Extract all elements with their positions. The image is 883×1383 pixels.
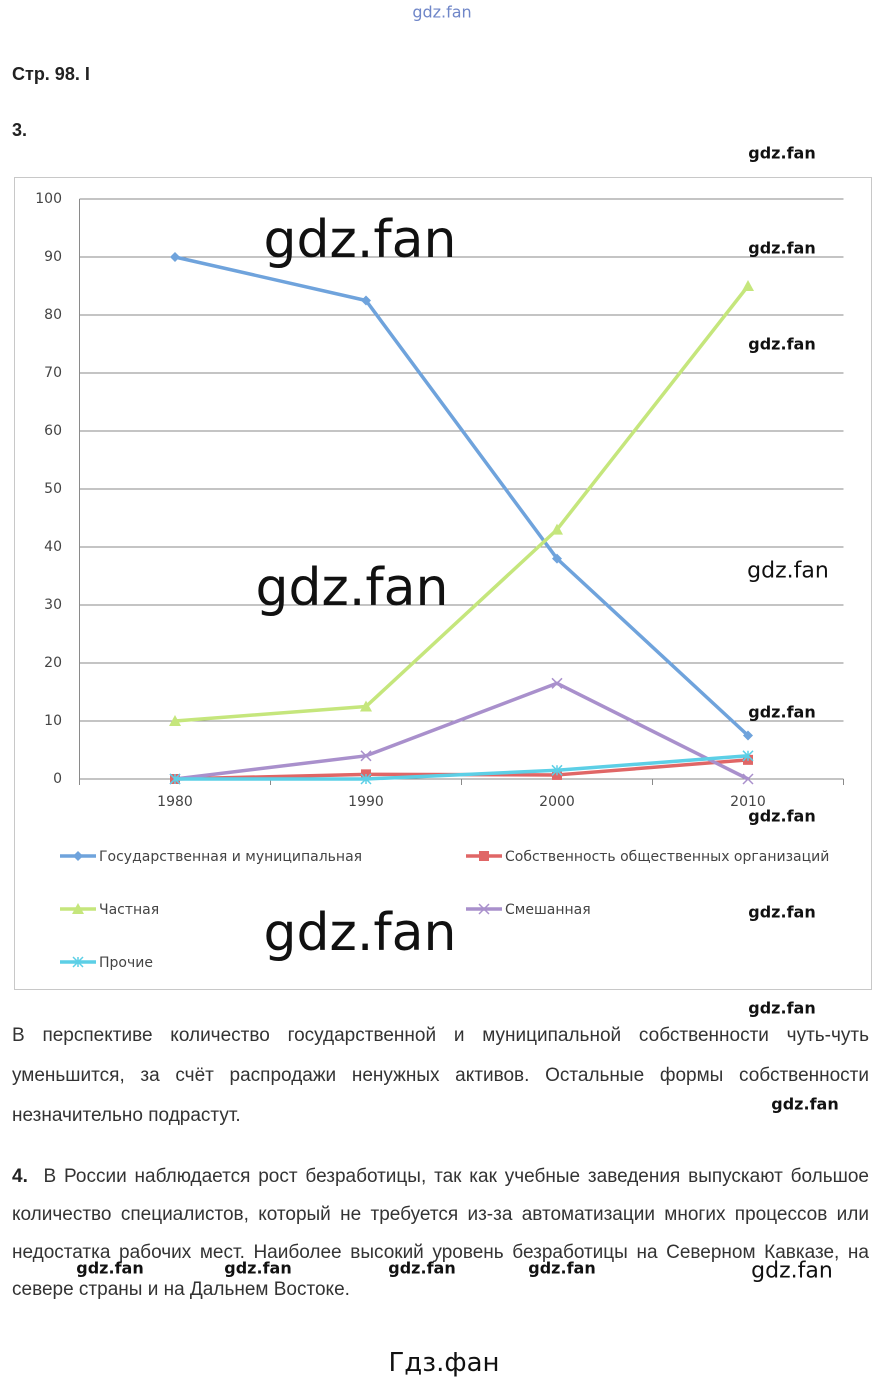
x-tick-label: 2000 (539, 794, 575, 810)
marker (360, 700, 372, 712)
marker (478, 903, 490, 915)
marker (72, 956, 84, 968)
marker (743, 730, 753, 741)
y-tick-label: 10 (44, 713, 62, 729)
watermark: gdz.fan (747, 558, 829, 584)
legend-label: Смешанная (505, 902, 591, 918)
x-tick-label: 1990 (348, 794, 384, 810)
marker-shape (169, 773, 181, 785)
marker-shape (742, 280, 754, 291)
marker (552, 553, 562, 564)
y-tick-label: 80 (44, 307, 62, 323)
marker (361, 295, 371, 306)
x-tick-label: 2010 (730, 794, 766, 810)
y-tick-label: 50 (44, 481, 62, 497)
watermark: gdz.fan (751, 1258, 833, 1284)
marker (742, 773, 754, 785)
marker-shape (742, 773, 754, 785)
watermark: gdz.fan (748, 902, 816, 922)
watermark: gdz.fan (748, 334, 816, 354)
marker-shape (552, 553, 562, 564)
marker-shape (742, 750, 754, 762)
series-line (174, 255, 750, 737)
marker (73, 851, 83, 861)
marker-shape (73, 851, 83, 861)
watermark: gdz.fan (224, 1258, 292, 1278)
watermark: gdz.fan (528, 1258, 596, 1278)
marker (742, 280, 754, 291)
paragraph: В перспективе количество государственной… (12, 1025, 869, 1126)
series-line (174, 284, 750, 723)
marker (169, 715, 181, 726)
marker (360, 750, 372, 762)
page-title: Стр. 98. I (12, 64, 90, 84)
series-line (175, 754, 749, 781)
series-line (174, 681, 749, 781)
watermark: gdz.fan (771, 1094, 839, 1114)
watermark: gdz.fan (263, 903, 457, 963)
legend-label: Частная (99, 902, 159, 918)
marker (551, 677, 563, 689)
marker-shape (478, 903, 490, 915)
y-tick-label: 40 (44, 539, 62, 555)
marker-shape (479, 851, 489, 861)
marker (170, 252, 180, 262)
marker-shape (551, 764, 563, 776)
watermark: gdz.fan (263, 210, 457, 270)
marker-shape (360, 700, 372, 712)
watermark: gdz.fan (748, 702, 816, 722)
marker-shape (551, 677, 563, 689)
marker-shape (360, 750, 372, 762)
marker-shape (72, 903, 84, 914)
y-tick-label: 30 (44, 597, 62, 613)
item-number: 4. (12, 1166, 28, 1187)
marker (169, 773, 181, 785)
legend-label: Прочие (99, 955, 153, 971)
watermark: gdz.fan (388, 1258, 456, 1278)
watermark: Гдз.фан (388, 1348, 500, 1378)
marker-shape (360, 773, 372, 785)
watermark: gdz.fan (412, 2, 472, 22)
marker-shape (551, 523, 563, 535)
watermark: gdz.fan (76, 1258, 144, 1278)
y-tick-label: 20 (44, 655, 62, 671)
marker-shape (169, 715, 181, 726)
watermark: gdz.fan (748, 998, 816, 1018)
y-tick-label: 60 (44, 423, 62, 439)
marker (742, 750, 754, 762)
x-tick-label: 1980 (157, 794, 193, 810)
watermark: gdz.fan (748, 143, 816, 163)
y-tick-label: 70 (44, 365, 62, 381)
marker-shape (72, 956, 84, 968)
marker-shape (170, 252, 180, 262)
watermark: gdz.fan (748, 806, 816, 826)
legend-label: Государственная и муниципальная (99, 849, 362, 865)
watermark: gdz.fan (748, 238, 816, 258)
marker (360, 773, 372, 785)
marker (551, 523, 563, 535)
paragraph: 4. В России наблюдается рост безработицы… (12, 1158, 869, 1309)
marker-shape (743, 730, 753, 741)
paragraph-text: В России наблюдается рост безработицы, т… (12, 1166, 869, 1301)
section-number: 3. (12, 120, 28, 140)
y-tick-label: 0 (53, 771, 62, 787)
marker (72, 903, 84, 914)
watermark: gdz.fan (255, 558, 449, 618)
y-tick-label: 100 (35, 191, 62, 207)
legend-label: Собственность общественных организаций (505, 849, 829, 865)
marker (551, 764, 563, 776)
y-tick-label: 90 (44, 249, 62, 265)
marker-shape (361, 295, 371, 306)
marker (479, 851, 489, 861)
chart: 0 10 20 30 40 50 60 70 80 90 100 1980 1990 2000 2010 Го… (14, 177, 872, 990)
